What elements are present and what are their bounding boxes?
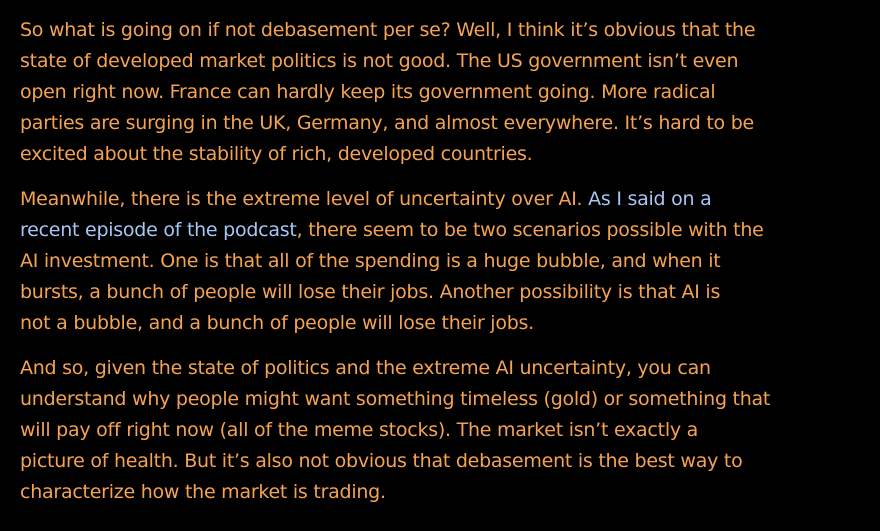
- text: picture of health. But it’s also not obv…: [20, 450, 743, 472]
- paragraph: And so, given the state of politics and …: [20, 353, 880, 508]
- text: will pay off right now (all of the meme …: [20, 419, 699, 441]
- text-line: excited about the stability of rich, dev…: [20, 139, 880, 170]
- text-line: AI investment. One is that all of the sp…: [20, 246, 880, 277]
- text: open right now. France can hardly keep i…: [20, 81, 716, 103]
- text-line: picture of health. But it’s also not obv…: [20, 446, 880, 477]
- text-line: not a bubble, and a bunch of people will…: [20, 308, 880, 339]
- text-line: So what is going on if not debasement pe…: [20, 15, 880, 46]
- paragraph: So what is going on if not debasement pe…: [20, 15, 880, 170]
- text: , there seem to be two scenarios possibl…: [296, 219, 764, 241]
- text: excited about the stability of rich, dev…: [20, 143, 533, 165]
- text: So what is going on if not debasement pe…: [20, 19, 756, 41]
- text: state of developed market politics is no…: [20, 50, 739, 72]
- text: characterize how the market is trading.: [20, 481, 386, 503]
- link[interactable]: recent episode of the podcast: [20, 219, 297, 241]
- text-line: understand why people might want somethi…: [20, 384, 880, 415]
- text: parties are surging in the UK, Germany, …: [20, 112, 754, 134]
- text-line: characterize how the market is trading.: [20, 477, 880, 508]
- text: And so, given the state of politics and …: [20, 357, 711, 379]
- text-line: And so, given the state of politics and …: [20, 353, 880, 384]
- text-line: parties are surging in the UK, Germany, …: [20, 108, 880, 139]
- text-line: will pay off right now (all of the meme …: [20, 415, 880, 446]
- text: AI investment. One is that all of the sp…: [20, 250, 721, 272]
- text-line: recent episode of the podcast, there see…: [20, 215, 880, 246]
- article: So what is going on if not debasement pe…: [20, 15, 880, 508]
- text: bursts, a bunch of people will lose thei…: [20, 281, 721, 303]
- text: not a bubble, and a bunch of people will…: [20, 312, 534, 334]
- link[interactable]: As I said on a: [588, 188, 712, 210]
- paragraph: Meanwhile, there is the extreme level of…: [20, 184, 880, 339]
- text-line: state of developed market politics is no…: [20, 46, 880, 77]
- text-line: Meanwhile, there is the extreme level of…: [20, 184, 880, 215]
- text: understand why people might want somethi…: [20, 388, 771, 410]
- text-line: bursts, a bunch of people will lose thei…: [20, 277, 880, 308]
- text: Meanwhile, there is the extreme level of…: [20, 188, 589, 210]
- text-line: open right now. France can hardly keep i…: [20, 77, 880, 108]
